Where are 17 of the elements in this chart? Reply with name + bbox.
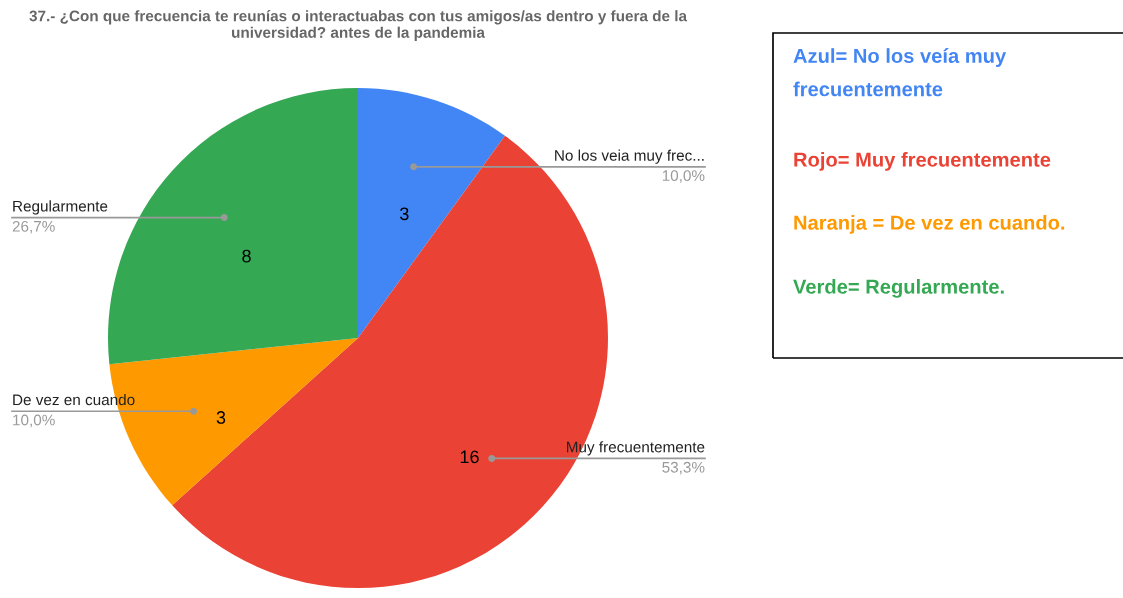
data-label: 16 (460, 450, 479, 464)
text: Naranja = De vez en cuando. (794, 215, 1065, 234)
slice-label: Regularmente (13, 200, 108, 215)
text: 10,0% (662, 170, 705, 183)
data-label: 8 (242, 249, 251, 263)
text: Azul= No los veía muy frecuentemente (793, 48, 1007, 97)
chart-title: 37.- ¿Con que frecuencia te reunías o interactuabas con tus amigos/as dentro y fuera de la universidad? antes de la pandemia (29, 10, 688, 41)
text: Rojo= Muy frecuentemente (794, 152, 1051, 171)
text: 26,7% (12, 220, 55, 234)
pie-slice (358, 88, 505, 338)
data-label: 3 (216, 411, 226, 424)
text: 10,0% (13, 414, 55, 428)
slice-label: No los veia muy frec... (555, 149, 704, 164)
pie-slice (108, 88, 358, 365)
text: 53,3% (662, 461, 705, 475)
data-label: 3 (400, 207, 409, 221)
text: Verde= Regularmente. (793, 279, 1004, 298)
